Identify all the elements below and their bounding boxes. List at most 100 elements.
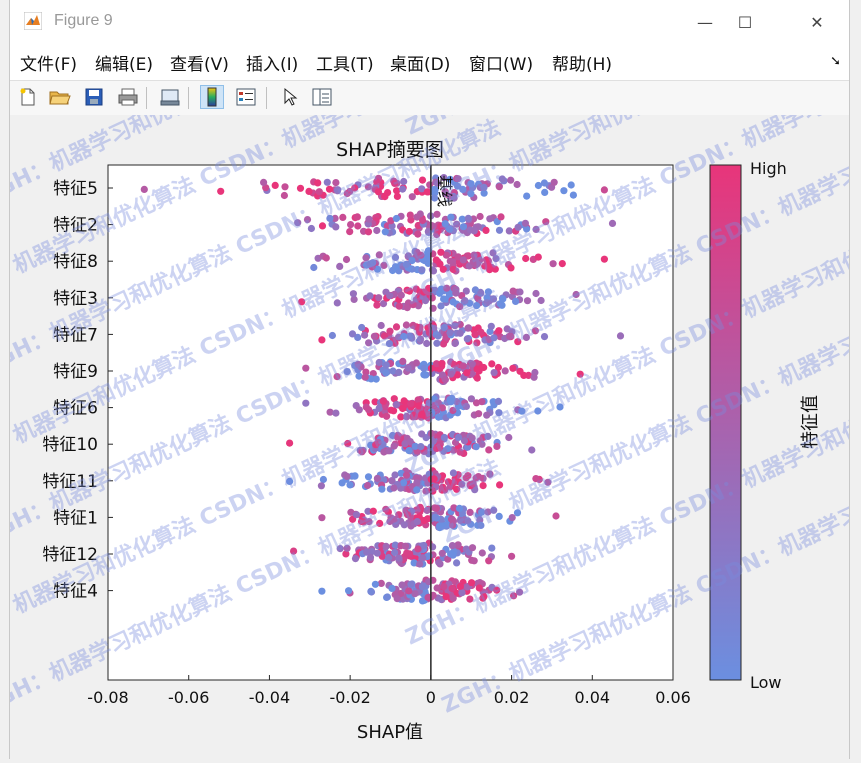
shap-point (392, 323, 401, 331)
open-file-icon[interactable] (48, 85, 72, 109)
shap-point (391, 253, 400, 261)
menu-edit[interactable]: 编辑(E) (95, 55, 154, 75)
shap-point (470, 557, 478, 565)
shap-point (448, 584, 456, 593)
shap-point (406, 438, 414, 446)
shap-point (506, 332, 514, 340)
shap-point (365, 518, 373, 526)
shap-point (460, 437, 469, 445)
shap-point (458, 480, 466, 488)
shap-point (440, 433, 448, 442)
shap-point (484, 508, 492, 516)
shap-point (458, 215, 466, 223)
legend-toggle-icon[interactable] (234, 85, 258, 109)
shap-point (433, 179, 441, 187)
shap-point (449, 551, 457, 559)
toolbar-separator (188, 87, 189, 109)
shap-point (444, 555, 452, 563)
shap-point (281, 183, 289, 191)
shap-point (600, 186, 609, 194)
shap-point (453, 182, 462, 190)
shap-point (493, 442, 501, 450)
shap-point (294, 219, 302, 227)
menu-insert[interactable]: 插入(I) (246, 55, 299, 75)
close-button[interactable]: ✕ (802, 8, 832, 36)
shap-point (420, 364, 428, 372)
menu-view[interactable]: 查看(V) (170, 55, 229, 75)
shap-point (450, 194, 458, 202)
new-figure-icon[interactable] (16, 85, 40, 109)
shap-point (381, 228, 389, 236)
menu-help[interactable]: 帮助(H) (552, 55, 613, 75)
shap-point (454, 541, 462, 549)
dock-arrow-icon[interactable]: ➘ (830, 54, 841, 69)
shap-point (345, 587, 353, 595)
shap-point (513, 509, 522, 517)
menu-tools[interactable]: 工具(T) (316, 55, 374, 75)
shap-point (484, 432, 492, 440)
shap-point (451, 339, 459, 348)
menu-window[interactable]: 窗口(W) (469, 55, 534, 75)
shap-point (403, 511, 412, 519)
menu-desktop[interactable]: 桌面(D) (390, 55, 451, 75)
shap-point (496, 481, 504, 489)
toolbar (10, 80, 849, 116)
link-plot-icon[interactable] (158, 85, 182, 109)
shap-point (510, 592, 518, 600)
shap-point (443, 284, 451, 292)
shap-point (439, 265, 447, 273)
shap-point (417, 411, 425, 419)
shap-point (495, 327, 503, 335)
shap-point (514, 223, 522, 231)
shap-point (373, 226, 381, 235)
shap-point (382, 542, 390, 550)
shap-point (542, 218, 550, 226)
print-icon[interactable] (116, 85, 140, 109)
shap-point (364, 228, 373, 236)
y-tick-label-feature: 特征2 (53, 216, 98, 236)
menu-file[interactable]: 文件(F) (20, 55, 78, 75)
property-inspector-icon[interactable] (310, 85, 334, 109)
shap-point (412, 359, 420, 367)
shap-point (399, 357, 407, 365)
colorbar-toggle-icon[interactable] (200, 85, 224, 109)
maximize-button[interactable]: ☐ (730, 8, 760, 36)
shap-point (333, 299, 341, 307)
save-icon[interactable] (82, 85, 106, 109)
shap-point (456, 303, 464, 311)
shap-point (343, 472, 351, 480)
shap-point (473, 374, 481, 382)
shap-point (532, 475, 540, 483)
shap-point (405, 287, 414, 295)
shap-point (438, 522, 446, 530)
shap-point (489, 249, 497, 257)
shap-point (453, 589, 461, 597)
shap-point (438, 486, 446, 494)
shap-point (448, 542, 456, 550)
shap-point (459, 185, 467, 193)
shap-point (470, 227, 478, 235)
shap-point (418, 176, 427, 184)
shap-point (414, 396, 422, 404)
shap-point (375, 404, 383, 413)
minimize-button[interactable]: — (690, 8, 720, 36)
shap-point (576, 370, 584, 378)
shap-point (495, 226, 504, 234)
shap-point (473, 365, 481, 373)
shap-point (417, 443, 425, 451)
shap-point (372, 441, 380, 449)
shap-point (431, 194, 439, 202)
shap-point (402, 260, 410, 268)
shap-point (350, 295, 358, 303)
shap-point (354, 360, 362, 368)
pointer-icon[interactable] (278, 85, 302, 109)
shap-point (491, 265, 499, 273)
shap-point (432, 504, 440, 512)
shap-point (217, 187, 225, 195)
shap-point (471, 286, 479, 294)
shap-point (495, 183, 503, 191)
shap-point (395, 302, 403, 310)
toolbar-separator (266, 87, 267, 109)
shap-point (475, 410, 483, 418)
shap-point (467, 395, 475, 403)
